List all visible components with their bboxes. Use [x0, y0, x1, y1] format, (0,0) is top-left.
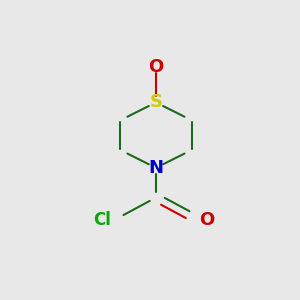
Text: N: N: [148, 159, 164, 177]
Text: S: S: [149, 93, 162, 111]
Text: O: O: [148, 58, 164, 76]
Text: Cl: Cl: [94, 211, 111, 229]
Text: O: O: [199, 211, 214, 229]
